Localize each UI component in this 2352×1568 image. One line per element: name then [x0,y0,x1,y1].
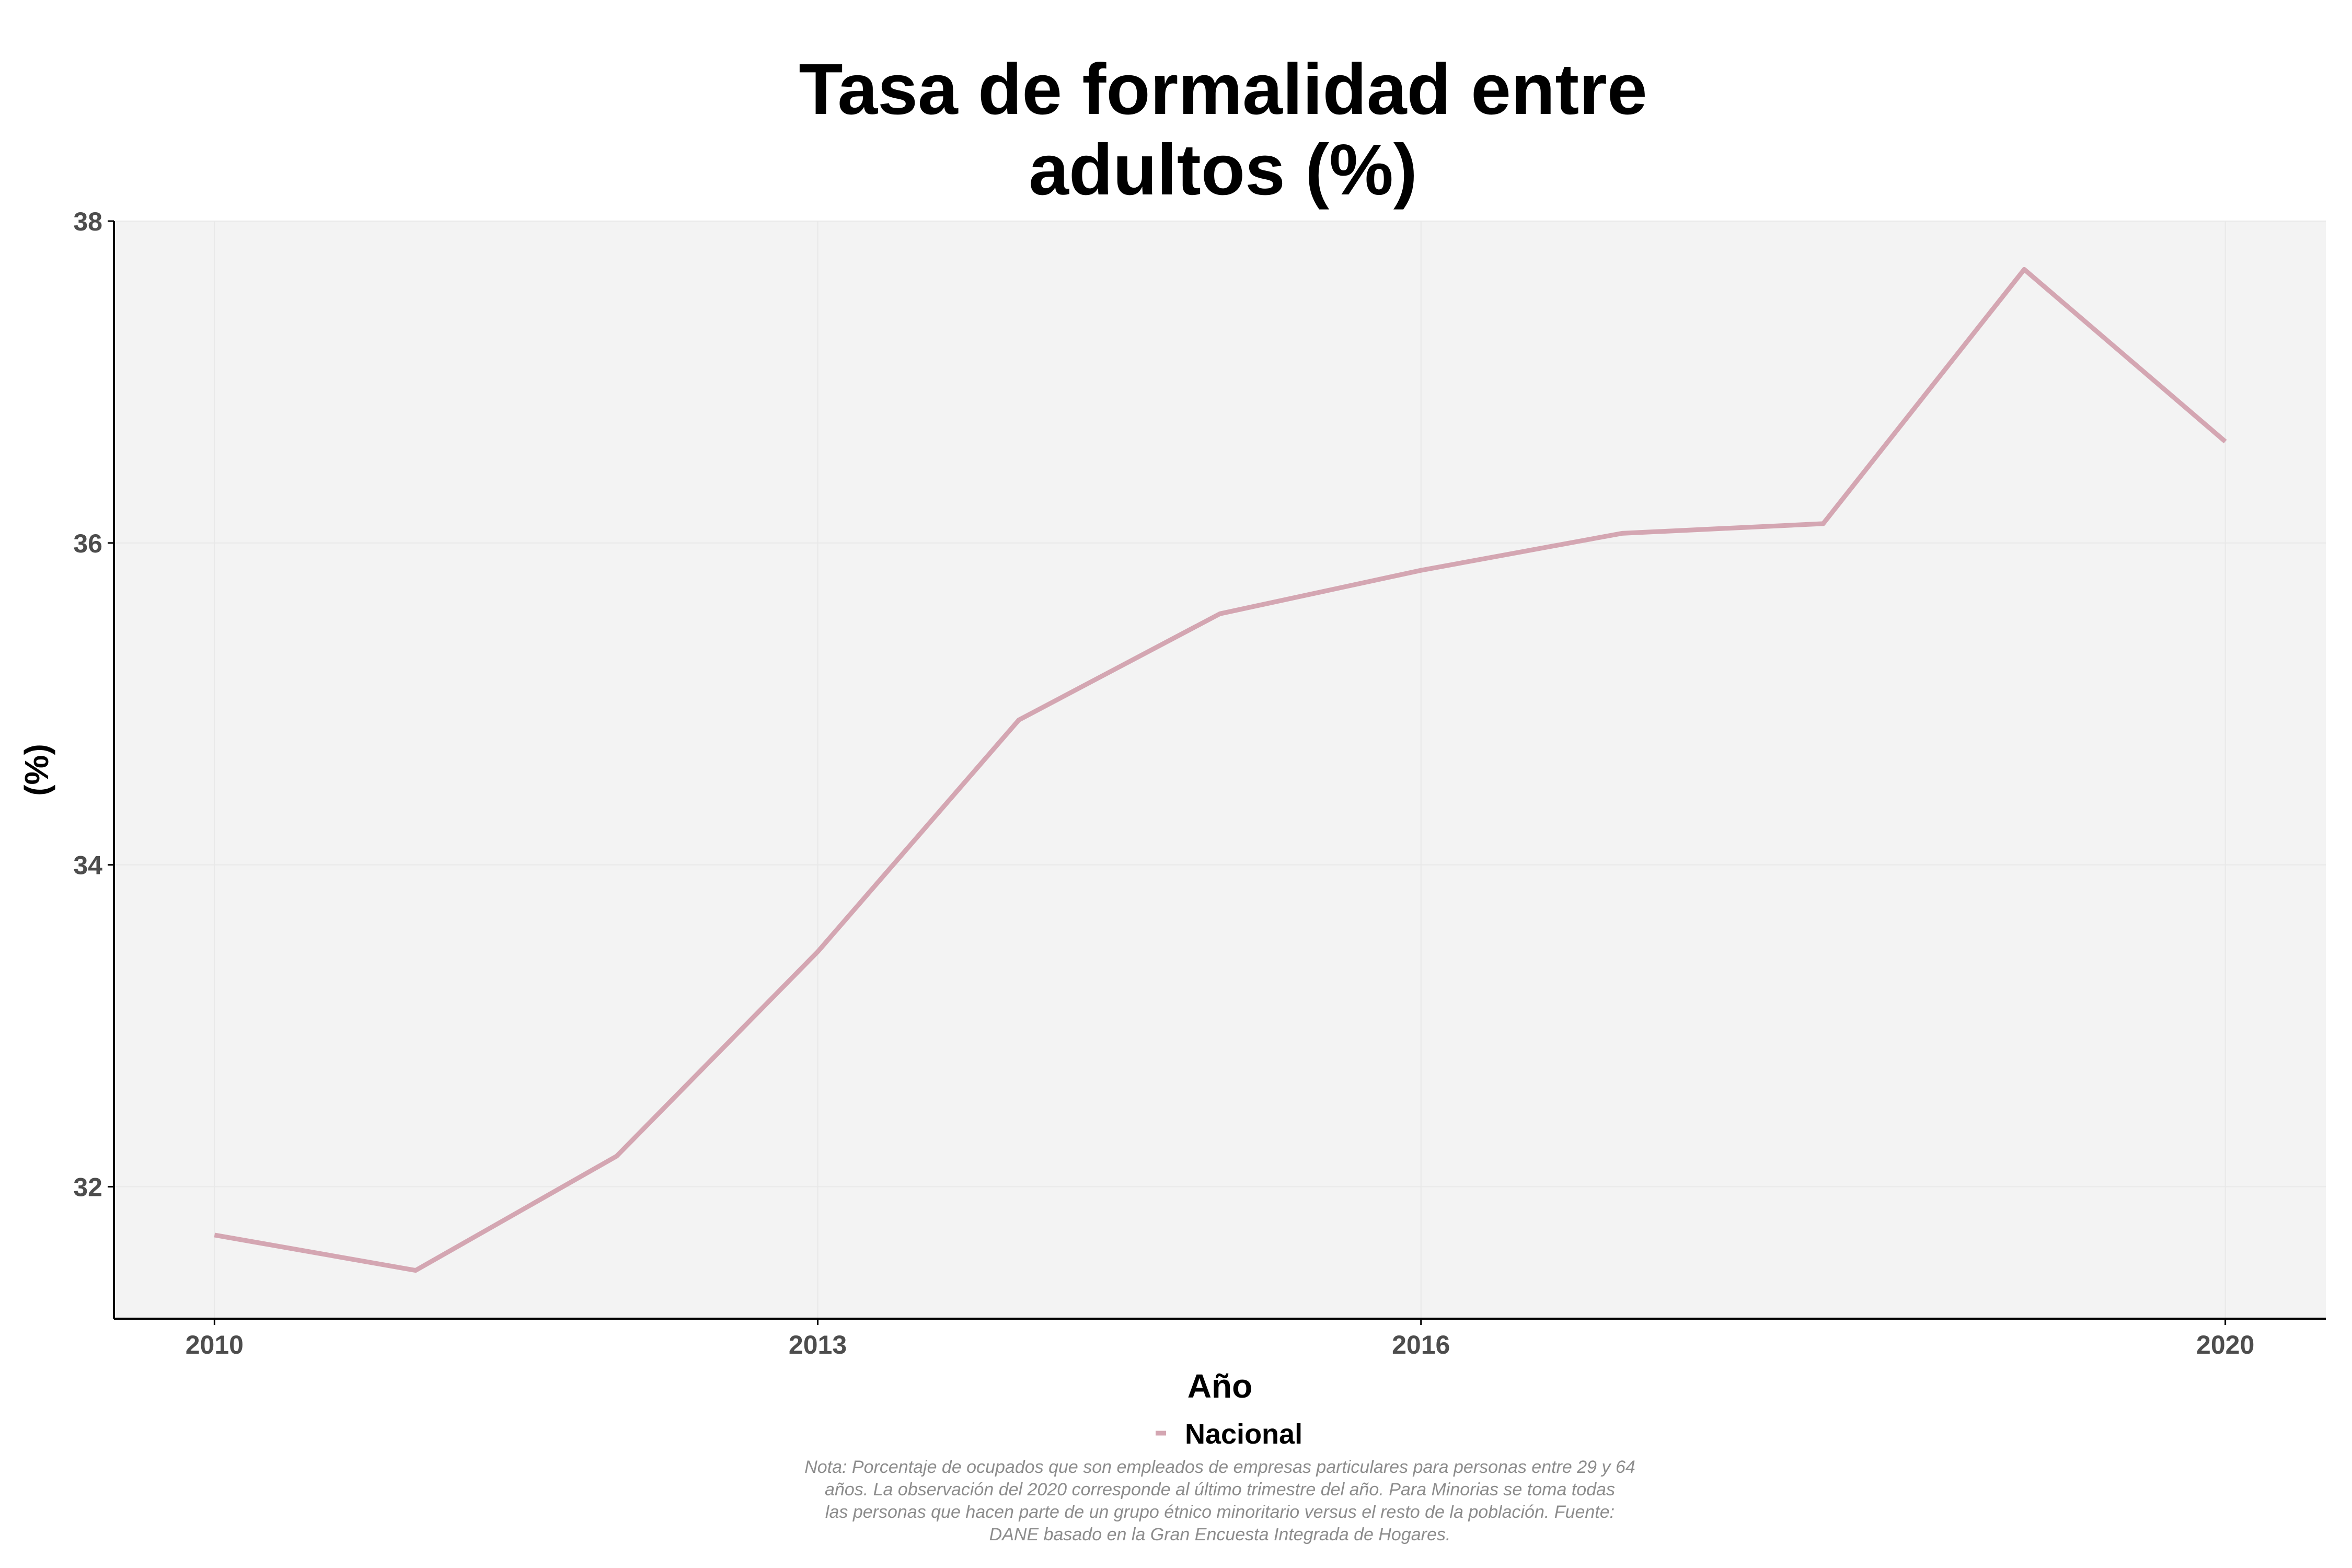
plot-panel [114,221,2326,1319]
x-tick-label: 2020 [2196,1330,2254,1359]
y-tick-label: 36 [73,529,102,558]
y-tick-label: 38 [73,207,102,236]
note-line-4: DANE basado en la Gran Encuesta Integrad… [989,1525,1451,1544]
series-layer [214,267,2227,1273]
y-tick-label: 32 [73,1173,102,1202]
y-axis-title: (%) [18,744,55,796]
chart-title-line-2: adultos (%) [1029,130,1417,210]
note-line-2: años. La observación del 2020 correspond… [825,1480,1615,1500]
y-tick-label: 34 [73,851,102,880]
note-line-3: las personas que hacen parte de un grupo… [825,1502,1615,1522]
chart-title-line-1: Tasa de formalidad entre [799,49,1647,130]
x-tick-label: 2013 [789,1330,847,1359]
legend: Nacional [1156,1419,1302,1450]
series-line-nacional [214,267,2227,1273]
x-axis-title: Año [1187,1367,1252,1405]
x-tick-label: 2010 [186,1330,244,1359]
note-line-1: Nota: Porcentaje de ocupados que son emp… [804,1457,1635,1477]
x-tick-label: 2016 [1392,1330,1450,1359]
grid-lines [114,221,2326,1319]
legend-label-nacional: Nacional [1185,1419,1302,1450]
axis-ticks: 2010 2013 2016 2020 32 34 36 38 [73,207,2254,1359]
